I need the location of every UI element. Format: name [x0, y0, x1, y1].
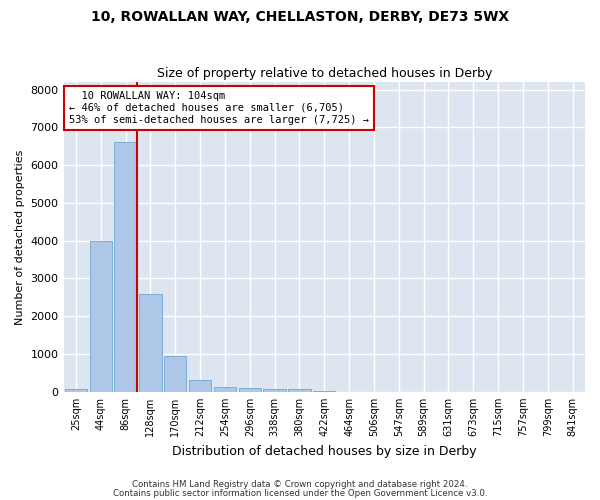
Bar: [164, 356, 187, 392]
Text: Contains HM Land Registry data © Crown copyright and database right 2024.: Contains HM Land Registry data © Crown c…: [132, 480, 468, 489]
Y-axis label: Number of detached properties: Number of detached properties: [15, 149, 25, 324]
Bar: [288, 389, 311, 392]
Bar: [263, 389, 286, 392]
Title: Size of property relative to detached houses in Derby: Size of property relative to detached ho…: [157, 66, 492, 80]
Bar: [313, 391, 335, 392]
Text: 10 ROWALLAN WAY: 104sqm
← 46% of detached houses are smaller (6,705)
53% of semi: 10 ROWALLAN WAY: 104sqm ← 46% of detache…: [69, 92, 369, 124]
Text: Contains public sector information licensed under the Open Government Licence v3: Contains public sector information licen…: [113, 488, 487, 498]
Bar: [89, 242, 112, 392]
X-axis label: Distribution of detached houses by size in Derby: Distribution of detached houses by size …: [172, 444, 476, 458]
Bar: [115, 142, 137, 392]
Bar: [214, 388, 236, 392]
Text: 10, ROWALLAN WAY, CHELLASTON, DERBY, DE73 5WX: 10, ROWALLAN WAY, CHELLASTON, DERBY, DE7…: [91, 10, 509, 24]
Bar: [189, 380, 211, 392]
Bar: [65, 389, 87, 392]
Bar: [239, 388, 261, 392]
Bar: [139, 294, 161, 392]
